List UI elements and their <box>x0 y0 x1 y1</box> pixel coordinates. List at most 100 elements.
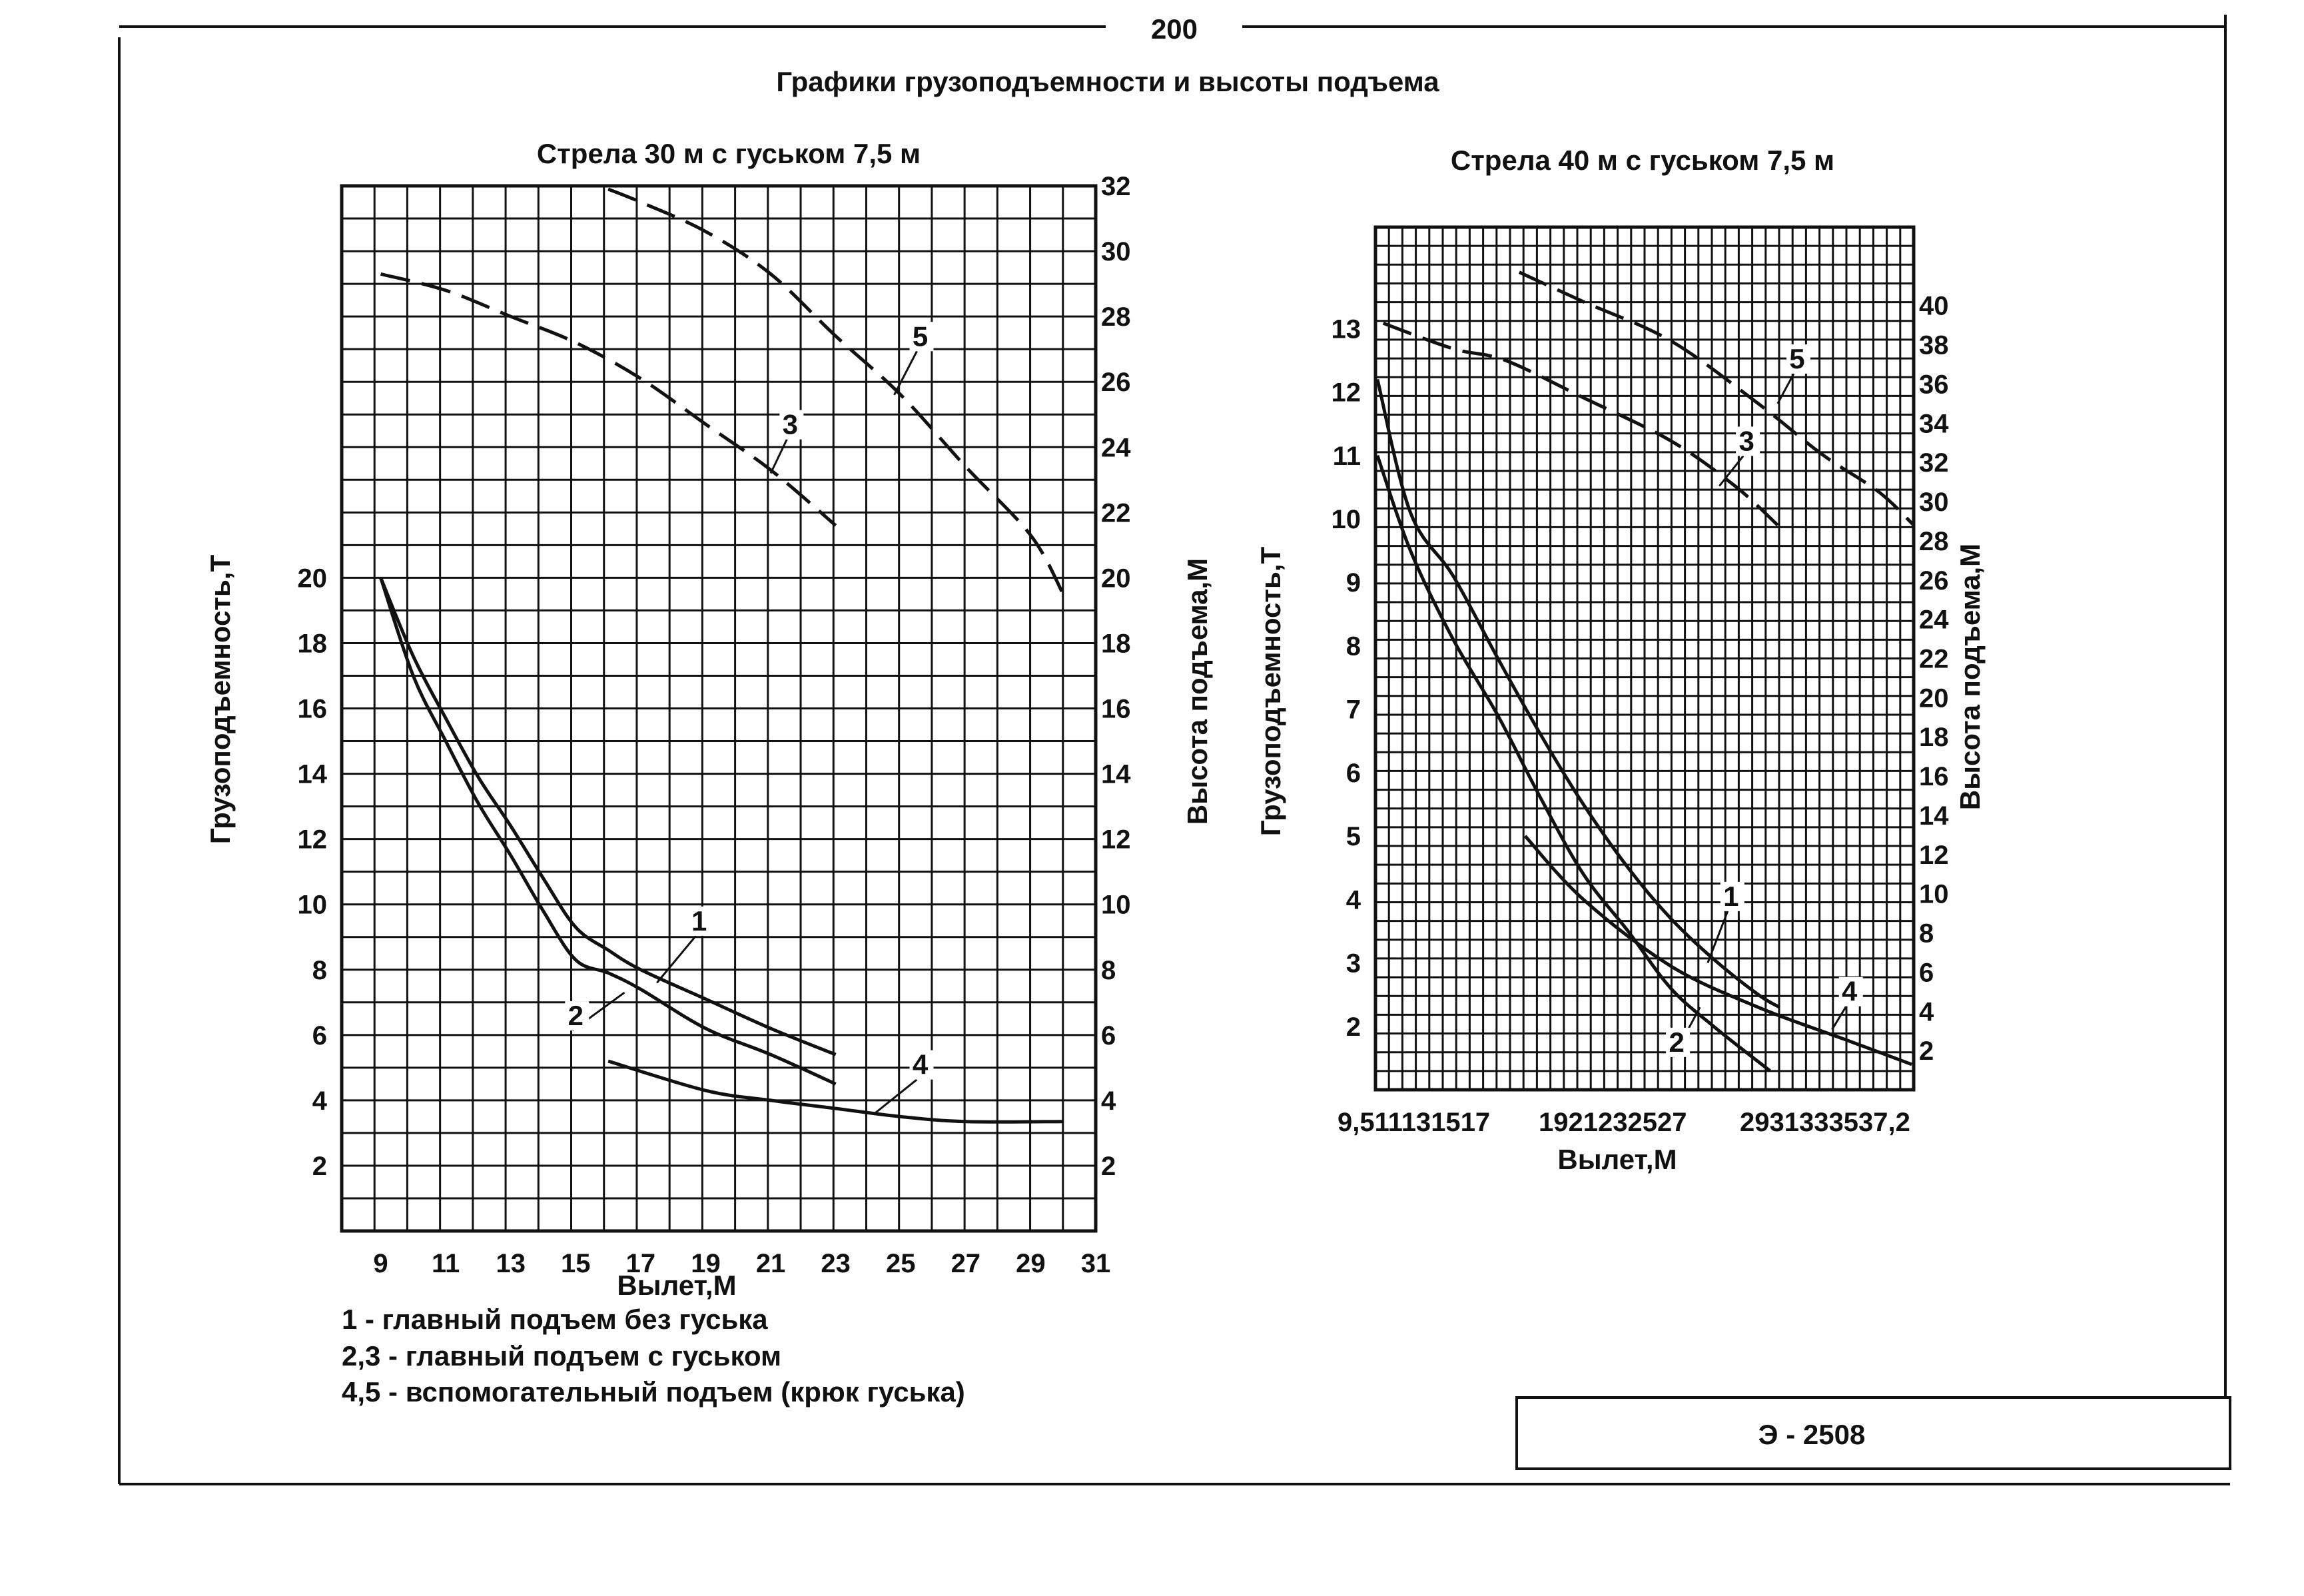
y-tick-label: 6 <box>312 1021 327 1050</box>
x-tick-label: 15 <box>561 1249 591 1278</box>
y2-tick-label: 8 <box>1101 956 1116 985</box>
x-tick-label: 11 <box>432 1249 460 1278</box>
x-tick-label: 13 <box>496 1249 526 1278</box>
y2-tick-label: 14 <box>1919 801 1949 831</box>
y2-tick-label: 14 <box>1101 760 1131 789</box>
curve-label: 2 <box>568 1000 583 1031</box>
curve-label-bg <box>909 1050 934 1080</box>
chart-title: Стрела 40 м с гуськом 7,5 м <box>1451 145 1834 176</box>
y2-tick-label: 20 <box>1101 564 1131 593</box>
curve-3 <box>1382 321 1779 527</box>
x-tick-label: 31 <box>1770 1108 1800 1137</box>
y-tick-label: 2 <box>312 1152 327 1181</box>
y2-tick-label: 8 <box>1919 919 1934 949</box>
y2-tick-label: 6 <box>1101 1021 1116 1050</box>
x-axis-label: Вылет,М <box>1557 1144 1677 1175</box>
y-tick-label: 12 <box>298 825 328 855</box>
curve-1 <box>379 577 837 1056</box>
curve-label-leader <box>1776 373 1795 404</box>
curve-label-leader <box>1719 455 1744 487</box>
y2-tick-label: 12 <box>1919 841 1949 870</box>
y-tick-label: 20 <box>298 564 328 593</box>
y2-tick-label: 18 <box>1919 723 1949 752</box>
curve-label: 1 <box>691 905 707 937</box>
curve-label-bg <box>1838 977 1863 1006</box>
x-tick-label: 35 <box>1829 1108 1859 1137</box>
legend: 1 - главный подъем без гуська 2,3 - глав… <box>342 1304 965 1407</box>
curve-4 <box>607 1059 1064 1124</box>
grid <box>1373 225 1916 1092</box>
curve-label: 4 <box>1842 976 1858 1007</box>
y-tick-label: 7 <box>1346 695 1361 725</box>
y2-tick-label: 32 <box>1919 448 1949 478</box>
y2-tick-label: 26 <box>1101 368 1131 397</box>
curves: 1 2 3 4 5 <box>379 187 1065 1124</box>
y2-tick-label: 38 <box>1919 331 1949 360</box>
curve-label-bg <box>1786 344 1810 374</box>
x-axis-label: Вылет,М <box>617 1270 736 1301</box>
y-tick-label: 3 <box>1346 949 1361 979</box>
tick-labels: 2468101214161820246810121416182022242628… <box>298 172 1132 1278</box>
y2-tick-label: 36 <box>1919 370 1949 399</box>
y2-tick-label: 18 <box>1101 629 1131 658</box>
y2-tick-label: 40 <box>1919 292 1949 321</box>
page-title: Графики грузоподъемности и высоты подъем… <box>776 66 1439 97</box>
legend-item-2-3: 2,3 - главный подъем с гуськом <box>342 1340 781 1372</box>
curve-label: 3 <box>783 409 798 440</box>
x-tick-label: 23 <box>1598 1108 1628 1137</box>
curve-label-bg <box>1720 881 1744 911</box>
curve-4 <box>1523 835 1912 1066</box>
y2-tick-label: 28 <box>1919 527 1949 556</box>
curve-label: 5 <box>913 320 928 352</box>
stamp-code: Э - 2508 <box>1758 1419 1866 1450</box>
curve-label-bg <box>688 906 713 936</box>
x-tick-label: 37,2 <box>1858 1108 1910 1137</box>
y-tick-label: 5 <box>1346 822 1361 851</box>
y2-tick-label: 10 <box>1919 880 1949 909</box>
y-tick-label: 6 <box>1346 759 1361 788</box>
y-axis-label: Грузоподъемность,Т <box>1255 547 1286 837</box>
y2-tick-label: 24 <box>1101 433 1131 462</box>
x-tick-label: 11 <box>1375 1108 1403 1137</box>
y-tick-label: 2 <box>1346 1012 1361 1042</box>
curve-label-leader <box>769 438 788 474</box>
page-number: 200 <box>1151 13 1198 45</box>
y2-tick-label: 34 <box>1919 409 1949 438</box>
y-tick-label: 9 <box>1346 568 1361 598</box>
x-tick-label: 33 <box>1799 1108 1829 1137</box>
plot-border <box>1373 225 1916 1092</box>
curves: 1 2 3 4 5 <box>1375 270 1915 1072</box>
y2-tick-label: 6 <box>1919 958 1934 987</box>
curve-5 <box>1518 270 1915 527</box>
x-tick-label: 19 <box>1539 1108 1569 1137</box>
curve-label-leader <box>1707 911 1729 964</box>
y-tick-label: 13 <box>1332 314 1361 344</box>
y2-tick-label: 4 <box>1101 1086 1116 1116</box>
grid <box>340 184 1098 1233</box>
plot-border <box>340 184 1098 1233</box>
curve-1 <box>1375 378 1781 1009</box>
x-tick-label-group: 1921232527 <box>1539 1108 1687 1137</box>
x-tick-label: 27 <box>951 1249 981 1278</box>
y-tick-label: 12 <box>1332 378 1361 408</box>
curve-2 <box>379 577 837 1086</box>
y-tick-label: 10 <box>1332 505 1361 534</box>
curve-label-leader <box>893 350 918 396</box>
curve-label: 4 <box>913 1049 929 1080</box>
y2-tick-label: 22 <box>1101 498 1131 528</box>
y-tick-label: 4 <box>312 1086 328 1116</box>
x-tick-label-group: 2931333537,2 <box>1740 1108 1910 1137</box>
y-tick-label: 8 <box>1346 631 1361 661</box>
y2-tick-label: 12 <box>1101 825 1131 855</box>
y2-tick-label: 32 <box>1101 172 1131 201</box>
curve-label-bg <box>1736 426 1760 456</box>
y2-tick-label: 22 <box>1919 645 1949 674</box>
y2-tick-label: 24 <box>1919 605 1949 635</box>
chart-title: Стрела 30 м с гуськом 7,5 м <box>537 138 921 169</box>
x-tick-label: 27 <box>1657 1108 1687 1137</box>
y2-tick-label: 30 <box>1101 237 1131 266</box>
y2-tick-label: 10 <box>1101 891 1131 920</box>
x-tick-label: 13 <box>1401 1108 1431 1137</box>
